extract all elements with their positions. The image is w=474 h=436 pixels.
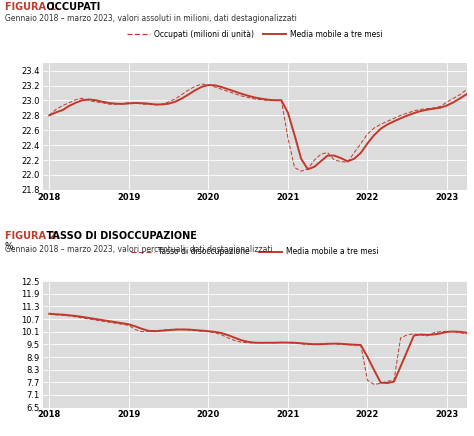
Legend: Tasso di disoccupazione, Media mobile a tre mesi: Tasso di disoccupazione, Media mobile a … (128, 244, 381, 259)
Text: %: % (4, 242, 13, 251)
Text: FIGURA 2.: FIGURA 2. (5, 231, 60, 241)
Text: OCCUPATI: OCCUPATI (43, 2, 100, 12)
Text: TASSO DI DISOCCUPAZIONE: TASSO DI DISOCCUPAZIONE (43, 231, 197, 241)
Text: Gennaio 2018 – marzo 2023, valori percentuali, dati destagionalizzati: Gennaio 2018 – marzo 2023, valori percen… (5, 245, 273, 254)
Text: FIGURA 1.: FIGURA 1. (5, 2, 60, 12)
Legend: Occupati (milioni di unità), Media mobile a tre mesi: Occupati (milioni di unità), Media mobil… (124, 27, 385, 41)
Text: Gennaio 2018 – marzo 2023, valori assoluti in milioni, dati destagionalizzati: Gennaio 2018 – marzo 2023, valori assolu… (5, 14, 297, 24)
